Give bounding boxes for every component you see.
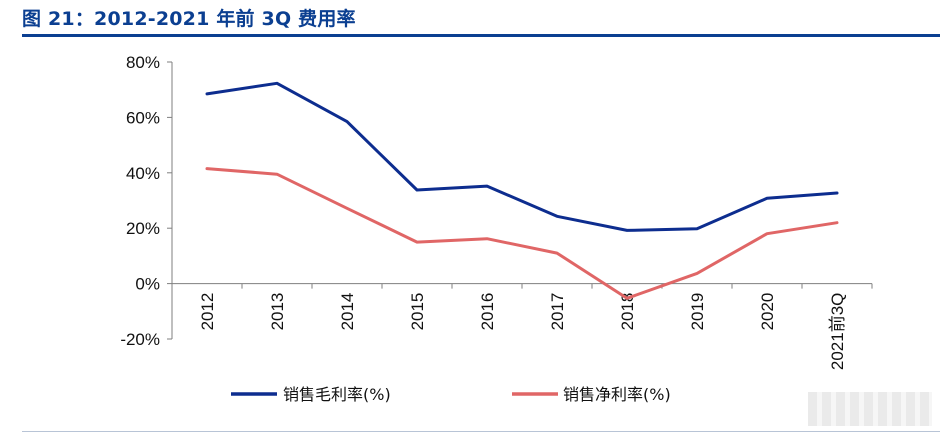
x-tick-label: 2019 <box>688 293 707 331</box>
x-tick-label: 2015 <box>408 293 427 331</box>
y-tick-label: 40% <box>126 164 160 183</box>
y-tick-label: 60% <box>126 108 160 127</box>
gross-margin-line <box>205 81 839 232</box>
x-tick-label: 2020 <box>758 293 777 331</box>
bottom-divider <box>22 431 940 432</box>
y-tick-label: 80% <box>126 53 160 72</box>
x-axis: 2012 2013 2014 2015 2016 2017 2018 2019 2020 2021… <box>171 283 873 371</box>
legend-label: 销售净利率(%) <box>563 385 671 404</box>
x-tick-label: 2017 <box>548 293 567 331</box>
legend-label: 销售毛利率(%) <box>283 385 391 404</box>
y-axis: -20% 0% 20% 40% 60% 80% <box>120 53 173 349</box>
legend: 销售毛利率(%) 销售净利率(%) <box>231 385 671 404</box>
y-tick-label: 0% <box>135 275 160 294</box>
chart-series <box>205 81 839 300</box>
x-tick-label: 2021前3Q <box>828 293 847 371</box>
x-tick-label: 2013 <box>268 293 287 331</box>
net-margin-line <box>205 167 839 300</box>
x-tick-label: 2012 <box>198 293 217 331</box>
x-tick-label: 2016 <box>478 293 497 331</box>
y-tick-label: -20% <box>120 330 160 349</box>
title-divider <box>22 34 940 37</box>
x-tick-label: 2014 <box>338 293 357 331</box>
watermark-blur <box>808 392 932 426</box>
x-tick-label: 2018 <box>618 293 637 331</box>
figure-title: 图 21：2012-2021 年前 3Q 费用率 <box>22 8 356 30</box>
y-tick-label: 20% <box>126 219 160 238</box>
